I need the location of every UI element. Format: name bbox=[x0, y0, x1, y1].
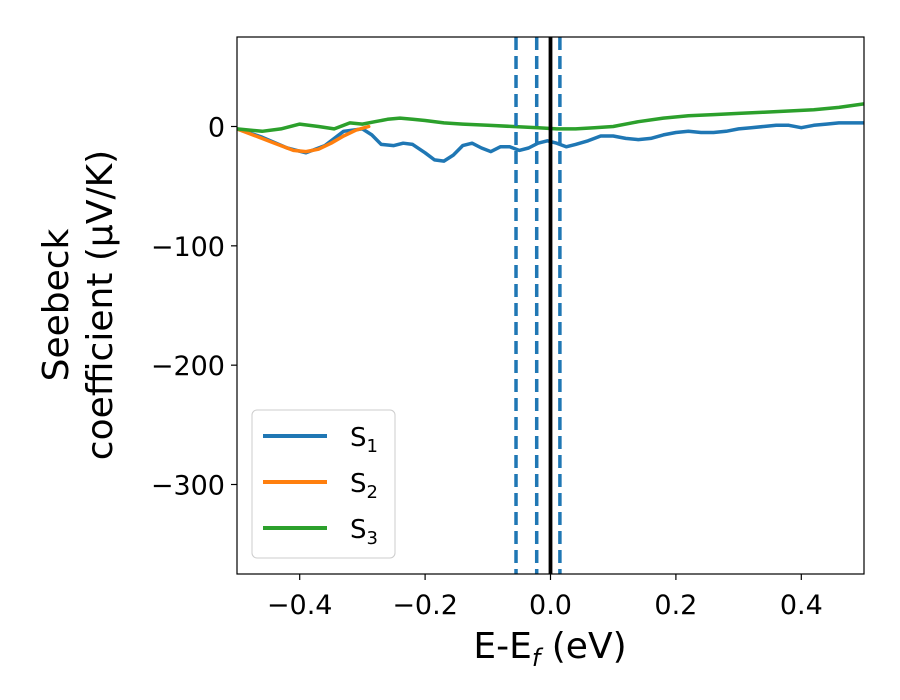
x-tick-label: 0.2 bbox=[654, 590, 697, 621]
x-axis-title-main: E-E bbox=[473, 626, 531, 667]
y-axis-title-line1: Seebeck bbox=[36, 228, 77, 381]
series-line-s2 bbox=[237, 124, 371, 154]
y-tick-label: −200 bbox=[151, 351, 225, 382]
y-axis-title-line2: coefficient (μV/K) bbox=[80, 150, 121, 460]
x-tick-label: −0.4 bbox=[267, 590, 333, 621]
x-axis-title: E-Ef (eV) bbox=[473, 626, 626, 672]
x-tick-label: −0.2 bbox=[392, 590, 458, 621]
y-tick-label: −100 bbox=[151, 232, 225, 263]
legend-label-s3: S3 bbox=[350, 515, 378, 549]
x-axis-title-unit: (eV) bbox=[540, 626, 626, 667]
legend-label-s2: S2 bbox=[350, 469, 378, 503]
x-tick-label: 0.4 bbox=[780, 590, 823, 621]
series-line-s3 bbox=[237, 102, 864, 134]
x-tick-label: 0.0 bbox=[529, 590, 572, 621]
y-tick-label: −300 bbox=[151, 471, 225, 502]
y-tick-label: 0 bbox=[208, 113, 225, 144]
legend: S1 S2 S3 bbox=[251, 409, 396, 559]
legend-label-s1: S1 bbox=[350, 423, 378, 457]
